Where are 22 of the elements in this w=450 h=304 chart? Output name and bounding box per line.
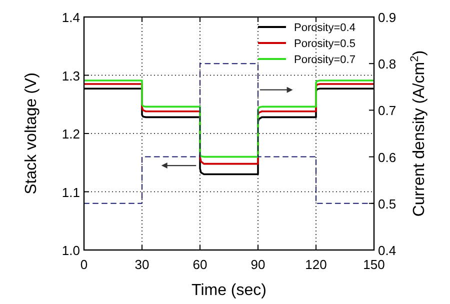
y-tick-label: 1.1: [62, 184, 80, 200]
y-tick-label: 1.4: [62, 10, 80, 25]
y-tick-label: 1.3: [62, 68, 80, 84]
y2-tick-label: 0.7: [378, 103, 396, 118]
x-tick-label: 0: [80, 257, 88, 272]
x-tick-label: 60: [192, 257, 208, 272]
y2-tick-label: 0.8: [378, 56, 396, 72]
x-tick-label: 120: [305, 257, 327, 272]
y-tick-label: 1.2: [62, 126, 80, 142]
y2-tick-label: 0.4: [378, 243, 396, 258]
y-axis-title: Stack voltage (V): [23, 72, 40, 194]
y2-tick-label: 0.5: [378, 196, 396, 212]
legend-label: Porosity=0.7: [294, 54, 356, 66]
x-tick-label: 90: [250, 257, 266, 272]
x-tick-label: 30: [134, 257, 150, 272]
y2-tick-label: 0.9: [378, 10, 396, 25]
x-tick-label: 150: [363, 257, 385, 272]
y2-tick-label: 0.6: [378, 150, 396, 165]
x-axis-title: Time (sec): [192, 282, 266, 299]
legend-label: Porosity=0.4: [294, 22, 356, 34]
y-tick-label: 1.0: [62, 243, 80, 258]
legend-label: Porosity=0.5: [294, 38, 356, 50]
